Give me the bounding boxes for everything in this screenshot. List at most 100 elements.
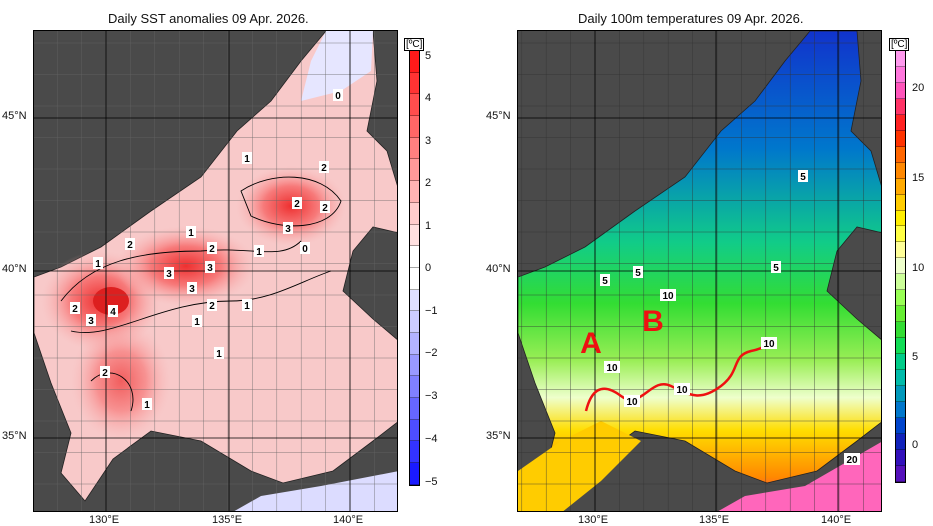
contour-label: 1 [95,259,101,270]
contour-label: 5 [635,268,641,279]
contour-label: 5 [800,172,806,183]
colorbar-segment [410,332,419,355]
colorbar-tick-label: 15 [912,172,925,184]
contour-label: 10 [606,363,618,374]
contour-label: 1 [188,228,194,239]
longitude-label: 135°E [699,514,730,526]
colorbar-segment [410,267,419,290]
sea-area [518,31,881,502]
colorbar-segment [896,82,905,99]
100m-temperature-canvas: 5 5 5 5 10 10 10 10 10 20 A B [518,31,881,511]
latitude-label: 45°N [486,110,511,122]
marker-a: A [580,327,602,360]
contour-label: 3 [189,284,195,295]
latitude-label: 40°N [2,263,27,275]
sea-area-north [301,31,373,101]
contour-label: 2 [322,203,328,214]
colorbar-segment [410,181,419,203]
colorbar-tick-label: −2 [425,347,438,359]
colorbar-segment [896,242,905,259]
contour-label: 5 [602,276,608,287]
latitude-label: 40°N [486,263,511,275]
colorbar-segment [410,289,419,312]
colorbar-segment [896,98,905,115]
colorbar-segment [410,159,419,182]
longitude-label: 130°E [89,514,120,526]
contour-label: 1 [216,349,222,360]
latitude-label: 35°N [486,430,511,442]
colorbar-segment [410,137,419,160]
colorbar-segment [896,370,905,387]
colorbar-segment [896,386,905,402]
contour-label: 10 [676,385,688,396]
colorbar-segment [896,465,905,482]
colorbar-tick-label: 3 [425,135,432,147]
colorbar-segment [896,306,905,323]
colorbar-segment [896,322,905,339]
contour-label: 10 [662,291,674,302]
contour-label: 1 [144,400,150,411]
colorbar-segment [896,258,905,275]
contour-label: 4 [110,307,116,318]
colorbar-tick-label: 5 [425,50,432,62]
colorbar-segment [896,290,905,307]
contour-label: 20 [846,455,858,466]
colorbar-segment [410,202,419,225]
contour-label: 1 [244,154,250,165]
contour-label: 0 [335,91,341,102]
colorbar-tick-label: 20 [912,82,925,94]
colorbar-segment [896,354,905,371]
contour-label: 10 [626,397,638,408]
colorbar-segment [896,449,905,466]
contour-label: 0 [302,244,308,255]
colorbar-segment [410,398,419,420]
contour-label: 5 [773,263,779,274]
contour-label: 2 [102,368,108,379]
longitude-label: 140°E [333,514,364,526]
contour-label: 3 [285,224,291,235]
colorbar-segment [410,376,419,398]
right-map-title: Daily 100m temperatures 09 Apr. 2026. [578,11,804,26]
100m-temperature-map: 5 5 5 5 10 10 10 10 10 20 A B [517,30,882,512]
colorbar-segment [896,433,905,450]
colorbar-tick-label: 10 [912,262,925,274]
contour-label: 3 [166,269,172,280]
colorbar-segment [410,419,419,442]
left-map-title: Daily SST anomalies 09 Apr. 2026. [108,11,309,26]
colorbar-segment [896,274,905,291]
colorbar-segment [896,162,905,179]
colorbar-tick-label: −5 [425,476,438,488]
contour-label: 3 [88,316,94,327]
colorbar-segment [896,51,905,67]
colorbar-segment [896,130,905,147]
contour-label: 2 [209,244,215,255]
colorbar-segment [896,66,905,83]
contour-label: 2 [72,304,78,315]
colorbar-segment [410,94,419,117]
colorbar-tick-label: −4 [425,433,438,445]
contour-label: 1 [194,317,200,328]
longitude-label: 140°E [821,514,852,526]
longitude-label: 135°E [212,514,243,526]
warm-current-axis-line [584,341,774,412]
colorbar-segment [896,114,905,131]
colorbar-segment [896,194,905,211]
contour-label: 1 [244,301,250,312]
colorbar-segment [410,51,419,73]
colorbar-segment [410,311,419,333]
colorbar-tick-label: 4 [425,92,432,104]
colorbar-tick-label: 1 [425,220,432,232]
colorbar-segment [896,178,905,195]
anomaly-unit-label: [ºC] [404,38,425,51]
marker-b: B [642,305,664,338]
colorbar-segment [410,72,419,95]
longitude-label: 130°E [578,514,609,526]
contour-label: 2 [127,240,133,251]
colorbar-segment [410,441,419,464]
colorbar-tick-label: −1 [425,305,438,317]
colorbar-tick-label: 2 [425,177,432,189]
colorbar-segment [896,226,905,243]
latitude-label: 35°N [2,430,27,442]
sea-area-pacific [234,471,397,511]
